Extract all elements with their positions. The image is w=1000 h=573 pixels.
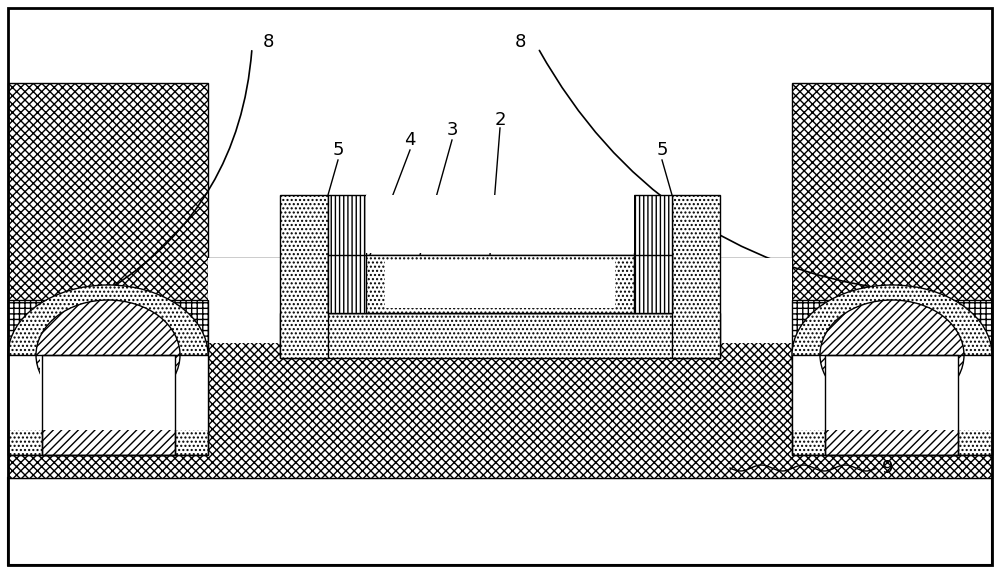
- Bar: [634, 195, 672, 313]
- Bar: [366, 195, 634, 253]
- Ellipse shape: [820, 300, 964, 410]
- Bar: [42, 355, 175, 455]
- Bar: [328, 255, 672, 313]
- Text: 82: 82: [968, 391, 991, 409]
- Text: 8: 8: [262, 33, 274, 51]
- Bar: [42, 355, 175, 455]
- Text: 2: 2: [494, 111, 506, 129]
- Bar: [8, 83, 208, 353]
- Text: 4: 4: [404, 131, 416, 149]
- Text: 3: 3: [446, 121, 458, 139]
- Bar: [8, 355, 208, 430]
- Bar: [825, 355, 958, 455]
- Ellipse shape: [36, 300, 180, 410]
- Bar: [8, 478, 992, 565]
- Bar: [792, 355, 992, 455]
- Ellipse shape: [792, 285, 992, 425]
- Text: 5: 5: [656, 141, 668, 159]
- Bar: [825, 355, 958, 455]
- Text: 81: 81: [958, 346, 981, 364]
- Text: 5: 5: [332, 141, 344, 159]
- Text: 8: 8: [514, 33, 526, 51]
- Bar: [385, 260, 615, 308]
- Bar: [40, 355, 176, 415]
- Bar: [280, 195, 328, 358]
- Bar: [792, 83, 992, 353]
- Bar: [8, 355, 208, 455]
- Bar: [792, 355, 992, 430]
- Bar: [8, 300, 208, 355]
- Bar: [8, 355, 208, 455]
- Bar: [366, 255, 634, 313]
- Ellipse shape: [8, 285, 208, 425]
- Bar: [825, 355, 958, 415]
- Bar: [792, 355, 992, 455]
- Bar: [672, 195, 720, 358]
- Bar: [8, 258, 992, 478]
- Text: 1: 1: [828, 316, 839, 334]
- Bar: [208, 258, 792, 343]
- Bar: [328, 195, 366, 313]
- Text: 9: 9: [882, 459, 894, 477]
- Bar: [280, 313, 720, 358]
- Bar: [792, 300, 992, 355]
